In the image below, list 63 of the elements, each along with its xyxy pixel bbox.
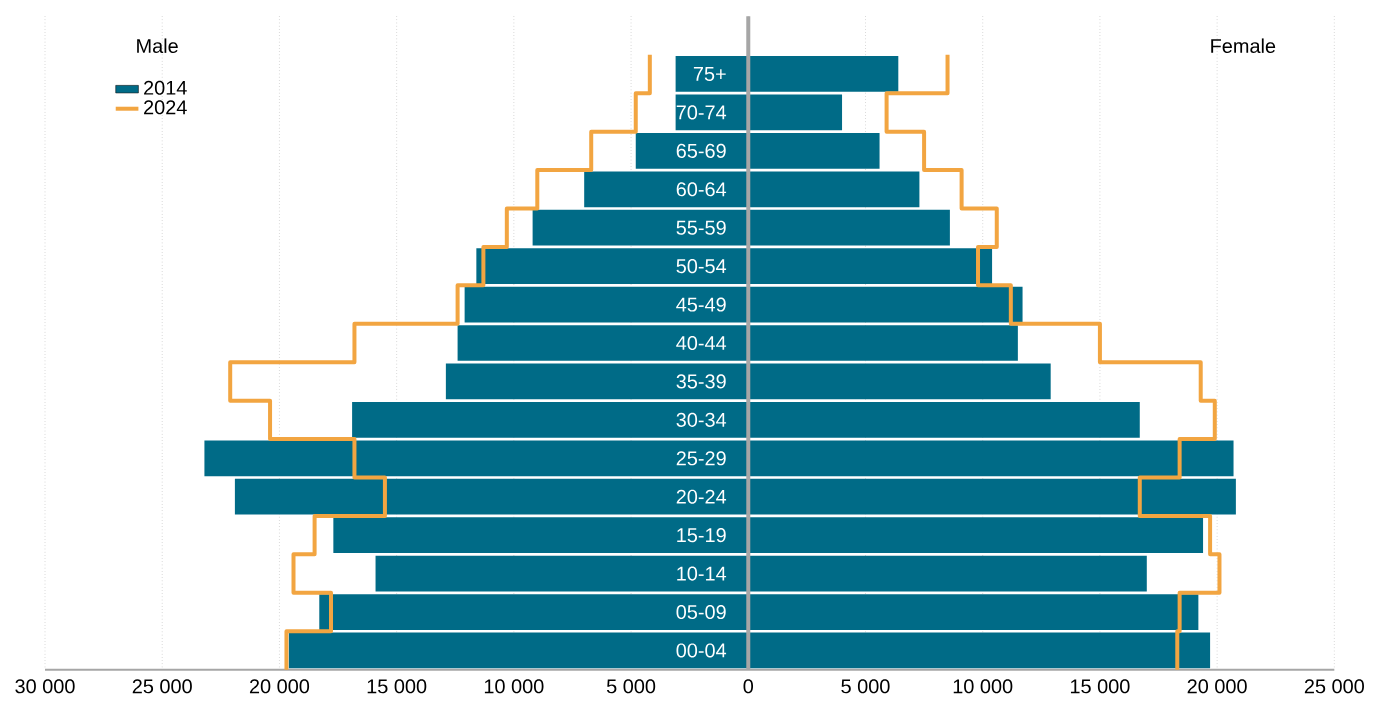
x-tick-label: 15 000 [367, 679, 427, 694]
bar [675, 56, 749, 93]
bar [748, 632, 1211, 669]
bar [288, 632, 749, 669]
bar [457, 325, 749, 362]
x-tick-label: 5 000 [841, 679, 890, 694]
y-tick-label: 50-54 [676, 259, 727, 274]
y-tick-label: 00-04 [676, 643, 727, 658]
bar [333, 517, 749, 554]
bar [748, 325, 1018, 362]
legend-label: 2014 [144, 80, 187, 95]
bar [748, 402, 1140, 438]
x-tick-label: 20 000 [249, 679, 310, 694]
y-tick-label: 25-29 [676, 451, 726, 466]
x-tick-label: 10 000 [953, 679, 1013, 694]
x-tick-label: 30 000 [15, 679, 75, 694]
x-tick-label: 10 000 [484, 679, 544, 694]
y-tick-label: 70-74 [676, 105, 727, 120]
bar [375, 555, 749, 592]
bar [464, 286, 749, 323]
x-tick-label: 25 000 [1304, 679, 1364, 694]
bar [748, 133, 880, 169]
legend-label: 2024 [144, 100, 187, 115]
bar [476, 248, 749, 285]
x-tick-label: 25 000 [132, 679, 192, 694]
y-tick-label: 45-49 [676, 297, 726, 312]
y-tick-label: 75+ [693, 67, 726, 82]
y-tick-label: 35-39 [676, 374, 726, 389]
bar [319, 594, 749, 631]
bar [748, 440, 1234, 477]
y-tick-label: 15-19 [677, 528, 726, 543]
bar [532, 210, 749, 246]
bar [234, 479, 749, 515]
bar [748, 56, 899, 93]
text: Female [1211, 38, 1276, 54]
y-tick-label: 05-09 [676, 605, 726, 620]
y-tick-label: 20-24 [676, 489, 727, 504]
bar [204, 440, 749, 477]
x-tick-label: 20 000 [1187, 679, 1247, 694]
y-tick-label: 10-14 [677, 566, 727, 581]
bar [748, 248, 993, 285]
bar [748, 286, 1023, 323]
bar [748, 555, 1147, 592]
text: Male [137, 38, 178, 54]
y-tick-label: 40-44 [676, 336, 727, 351]
bar [748, 210, 950, 246]
y-tick-label: 55-59 [676, 220, 726, 235]
y-tick-label: 65-69 [676, 143, 726, 159]
x-tick-label: 15 000 [1070, 679, 1130, 694]
x-tick-label: 0 [743, 679, 754, 694]
bar [748, 363, 1051, 400]
bar [748, 94, 843, 131]
bar [635, 133, 749, 169]
bar [748, 479, 1236, 515]
bar [445, 363, 749, 400]
bar [352, 402, 749, 438]
bar [748, 594, 1199, 631]
bar [584, 171, 749, 208]
x-tick-label: 5 000 [606, 679, 656, 694]
y-tick-label: 60-64 [676, 182, 727, 197]
bar [748, 517, 1204, 554]
y-tick-label: 30-34 [676, 412, 727, 428]
bar [748, 171, 920, 208]
